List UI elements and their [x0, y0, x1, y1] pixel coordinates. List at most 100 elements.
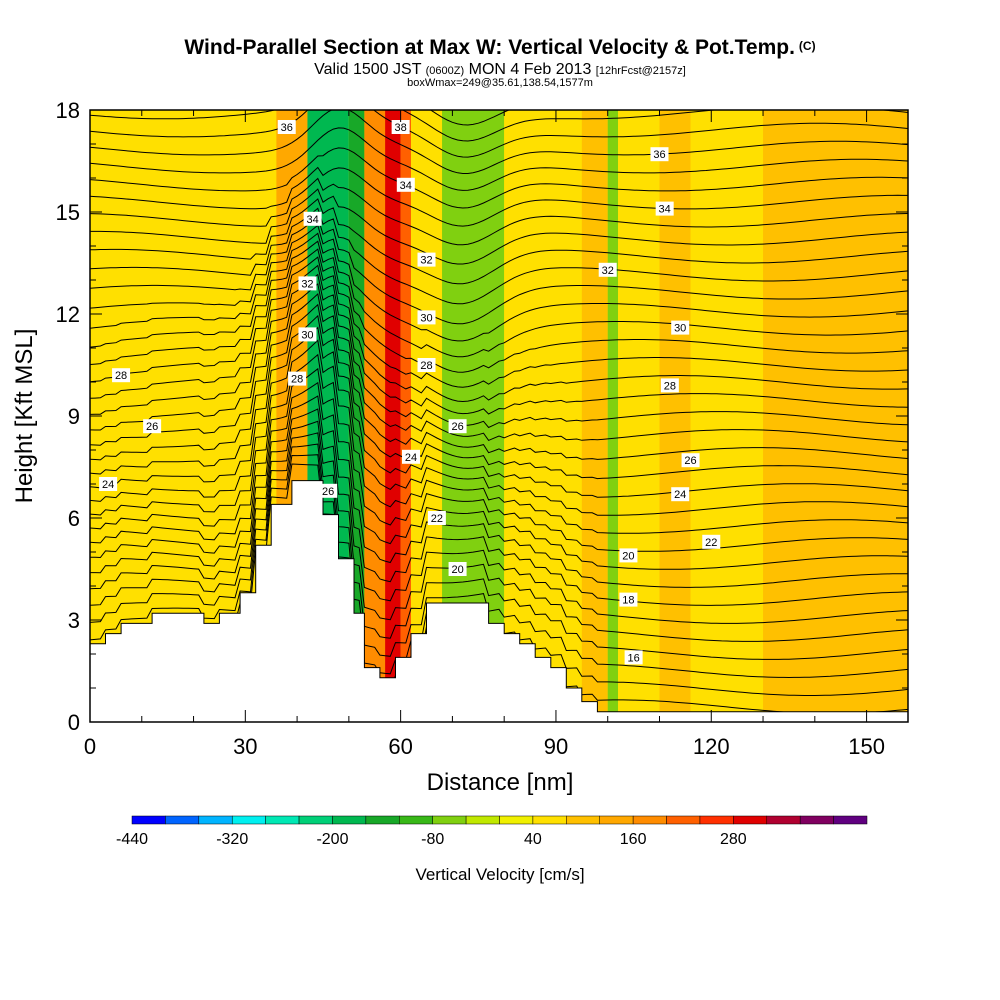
contour-label-text: 22 — [431, 513, 443, 525]
valid-date: MON 4 Feb 2013 — [468, 61, 592, 78]
contour-label-bg — [619, 548, 638, 563]
theta-contour — [90, 166, 908, 227]
contour-label-bg — [288, 371, 307, 386]
contour-label-text: 30 — [420, 312, 432, 324]
contour-label-bg — [143, 419, 162, 434]
contour-label-bg — [681, 453, 700, 468]
contour-label: 16 — [624, 650, 643, 665]
contour-label: 26 — [143, 419, 162, 434]
contour-label-bg — [671, 320, 690, 335]
colorbar-swatch — [131, 815, 166, 825]
contour-label-text: 32 — [301, 278, 313, 290]
x-tick-label: 90 — [544, 734, 568, 759]
contour-label-bg — [655, 201, 674, 216]
contour-label-text: 32 — [420, 255, 432, 267]
y-axis-title: Height [Kft MSL] — [11, 329, 38, 504]
contour-label: 30 — [298, 327, 317, 342]
contour-label-bg — [598, 262, 617, 277]
contour-label-text: 28 — [420, 360, 432, 372]
y-tick-label: 9 — [68, 404, 80, 429]
contour-label-bg — [702, 534, 721, 549]
contour-label: 30 — [417, 310, 436, 325]
y-tick-label: 15 — [56, 200, 80, 225]
colorbar-swatch — [599, 815, 634, 825]
contour-label: 24 — [99, 477, 118, 491]
contour-label-text: 18 — [622, 595, 634, 607]
x-tick-label: 30 — [233, 734, 257, 759]
contour-label: 26 — [448, 419, 467, 434]
contour-label: 32 — [598, 262, 617, 277]
theta-contour — [90, 224, 908, 342]
contour-label-bg — [448, 562, 467, 576]
colorbar-swatch — [632, 815, 667, 825]
contour-label: 30 — [671, 320, 690, 335]
contour-label-text: 28 — [664, 380, 676, 392]
x-tick-label: 120 — [693, 734, 730, 759]
contour-label: 38 — [391, 120, 410, 134]
theta-contour — [90, 282, 908, 443]
contour-label-bg — [298, 276, 317, 291]
theta-contour — [90, 207, 908, 305]
theta-contour — [90, 395, 908, 606]
contour-label: 26 — [681, 453, 700, 468]
theta-contour — [90, 293, 908, 460]
contour-label-text: 24 — [674, 489, 686, 501]
colorbar-swatch — [165, 815, 200, 825]
colorbar-swatch — [532, 815, 567, 825]
y-tick-label: 6 — [68, 506, 80, 531]
contour-label-text: 24 — [405, 452, 417, 464]
x-axis-title: Distance [nm] — [427, 769, 574, 796]
contour-label-bg — [660, 378, 679, 393]
colorbar-swatch — [332, 815, 367, 825]
colorbar-swatch — [499, 815, 534, 825]
theta-contour — [90, 216, 908, 325]
contour-label: 36 — [650, 147, 669, 162]
chart-title: Wind-Parallel Section at Max W: Vertical… — [184, 36, 816, 59]
contour-label-bg — [624, 650, 643, 665]
theta-contour — [429, 110, 511, 126]
contour-label-bg — [319, 483, 338, 498]
y-tick-label: 12 — [56, 302, 80, 327]
colorbar-tick-label: 280 — [720, 831, 747, 848]
theta-contour — [90, 110, 908, 174]
velocity-band — [385, 110, 401, 722]
theta-contour — [90, 420, 908, 642]
contour-label-text: 16 — [627, 652, 639, 664]
theta-contour — [90, 240, 908, 373]
contour-label-text: 26 — [146, 421, 158, 433]
theta-contour — [90, 248, 908, 388]
colorbar-swatch — [198, 815, 233, 825]
box-info: boxWmax=249@35.61,138.54,1577m — [407, 77, 593, 89]
theta-contour — [90, 432, 908, 660]
contour-label-text: 20 — [622, 550, 634, 562]
forecast-info: [12hrFcst@2157z] — [595, 65, 686, 77]
colorbar-swatch — [432, 815, 467, 825]
contour-label-bg — [417, 358, 436, 372]
y-tick-label: 3 — [68, 608, 80, 633]
contour-label-bg — [671, 487, 690, 502]
contour-label: 32 — [298, 276, 317, 291]
contour-label-bg — [112, 368, 131, 383]
theta-contour — [90, 314, 908, 498]
contour-label-text: 38 — [395, 122, 407, 134]
contour-label-text: 36 — [281, 122, 293, 134]
colorbar-tick-label: -320 — [216, 831, 248, 848]
contour-label-bg — [427, 511, 446, 525]
colorbar-tick-label: -80 — [421, 831, 444, 848]
velocity-band — [364, 110, 386, 722]
chart-valid-line: Valid 1500 JST (0600Z) MON 4 Feb 2013 [1… — [0, 61, 1000, 79]
contour-label-bg — [417, 252, 436, 267]
theta-contour — [90, 110, 908, 158]
velocity-band — [581, 110, 608, 722]
contour-label-bg — [650, 147, 669, 162]
y-tick-label: 18 — [56, 98, 80, 123]
velocity-band — [504, 110, 582, 722]
contour-label-bg — [417, 310, 436, 325]
velocity-band — [607, 110, 619, 722]
contour-label-bg — [448, 419, 467, 434]
theta-contour — [90, 353, 908, 552]
contour-label: 32 — [417, 252, 436, 267]
contour-label-text: 34 — [400, 180, 412, 192]
contour-label-bg — [396, 177, 415, 192]
contour-label-bg — [99, 477, 118, 491]
